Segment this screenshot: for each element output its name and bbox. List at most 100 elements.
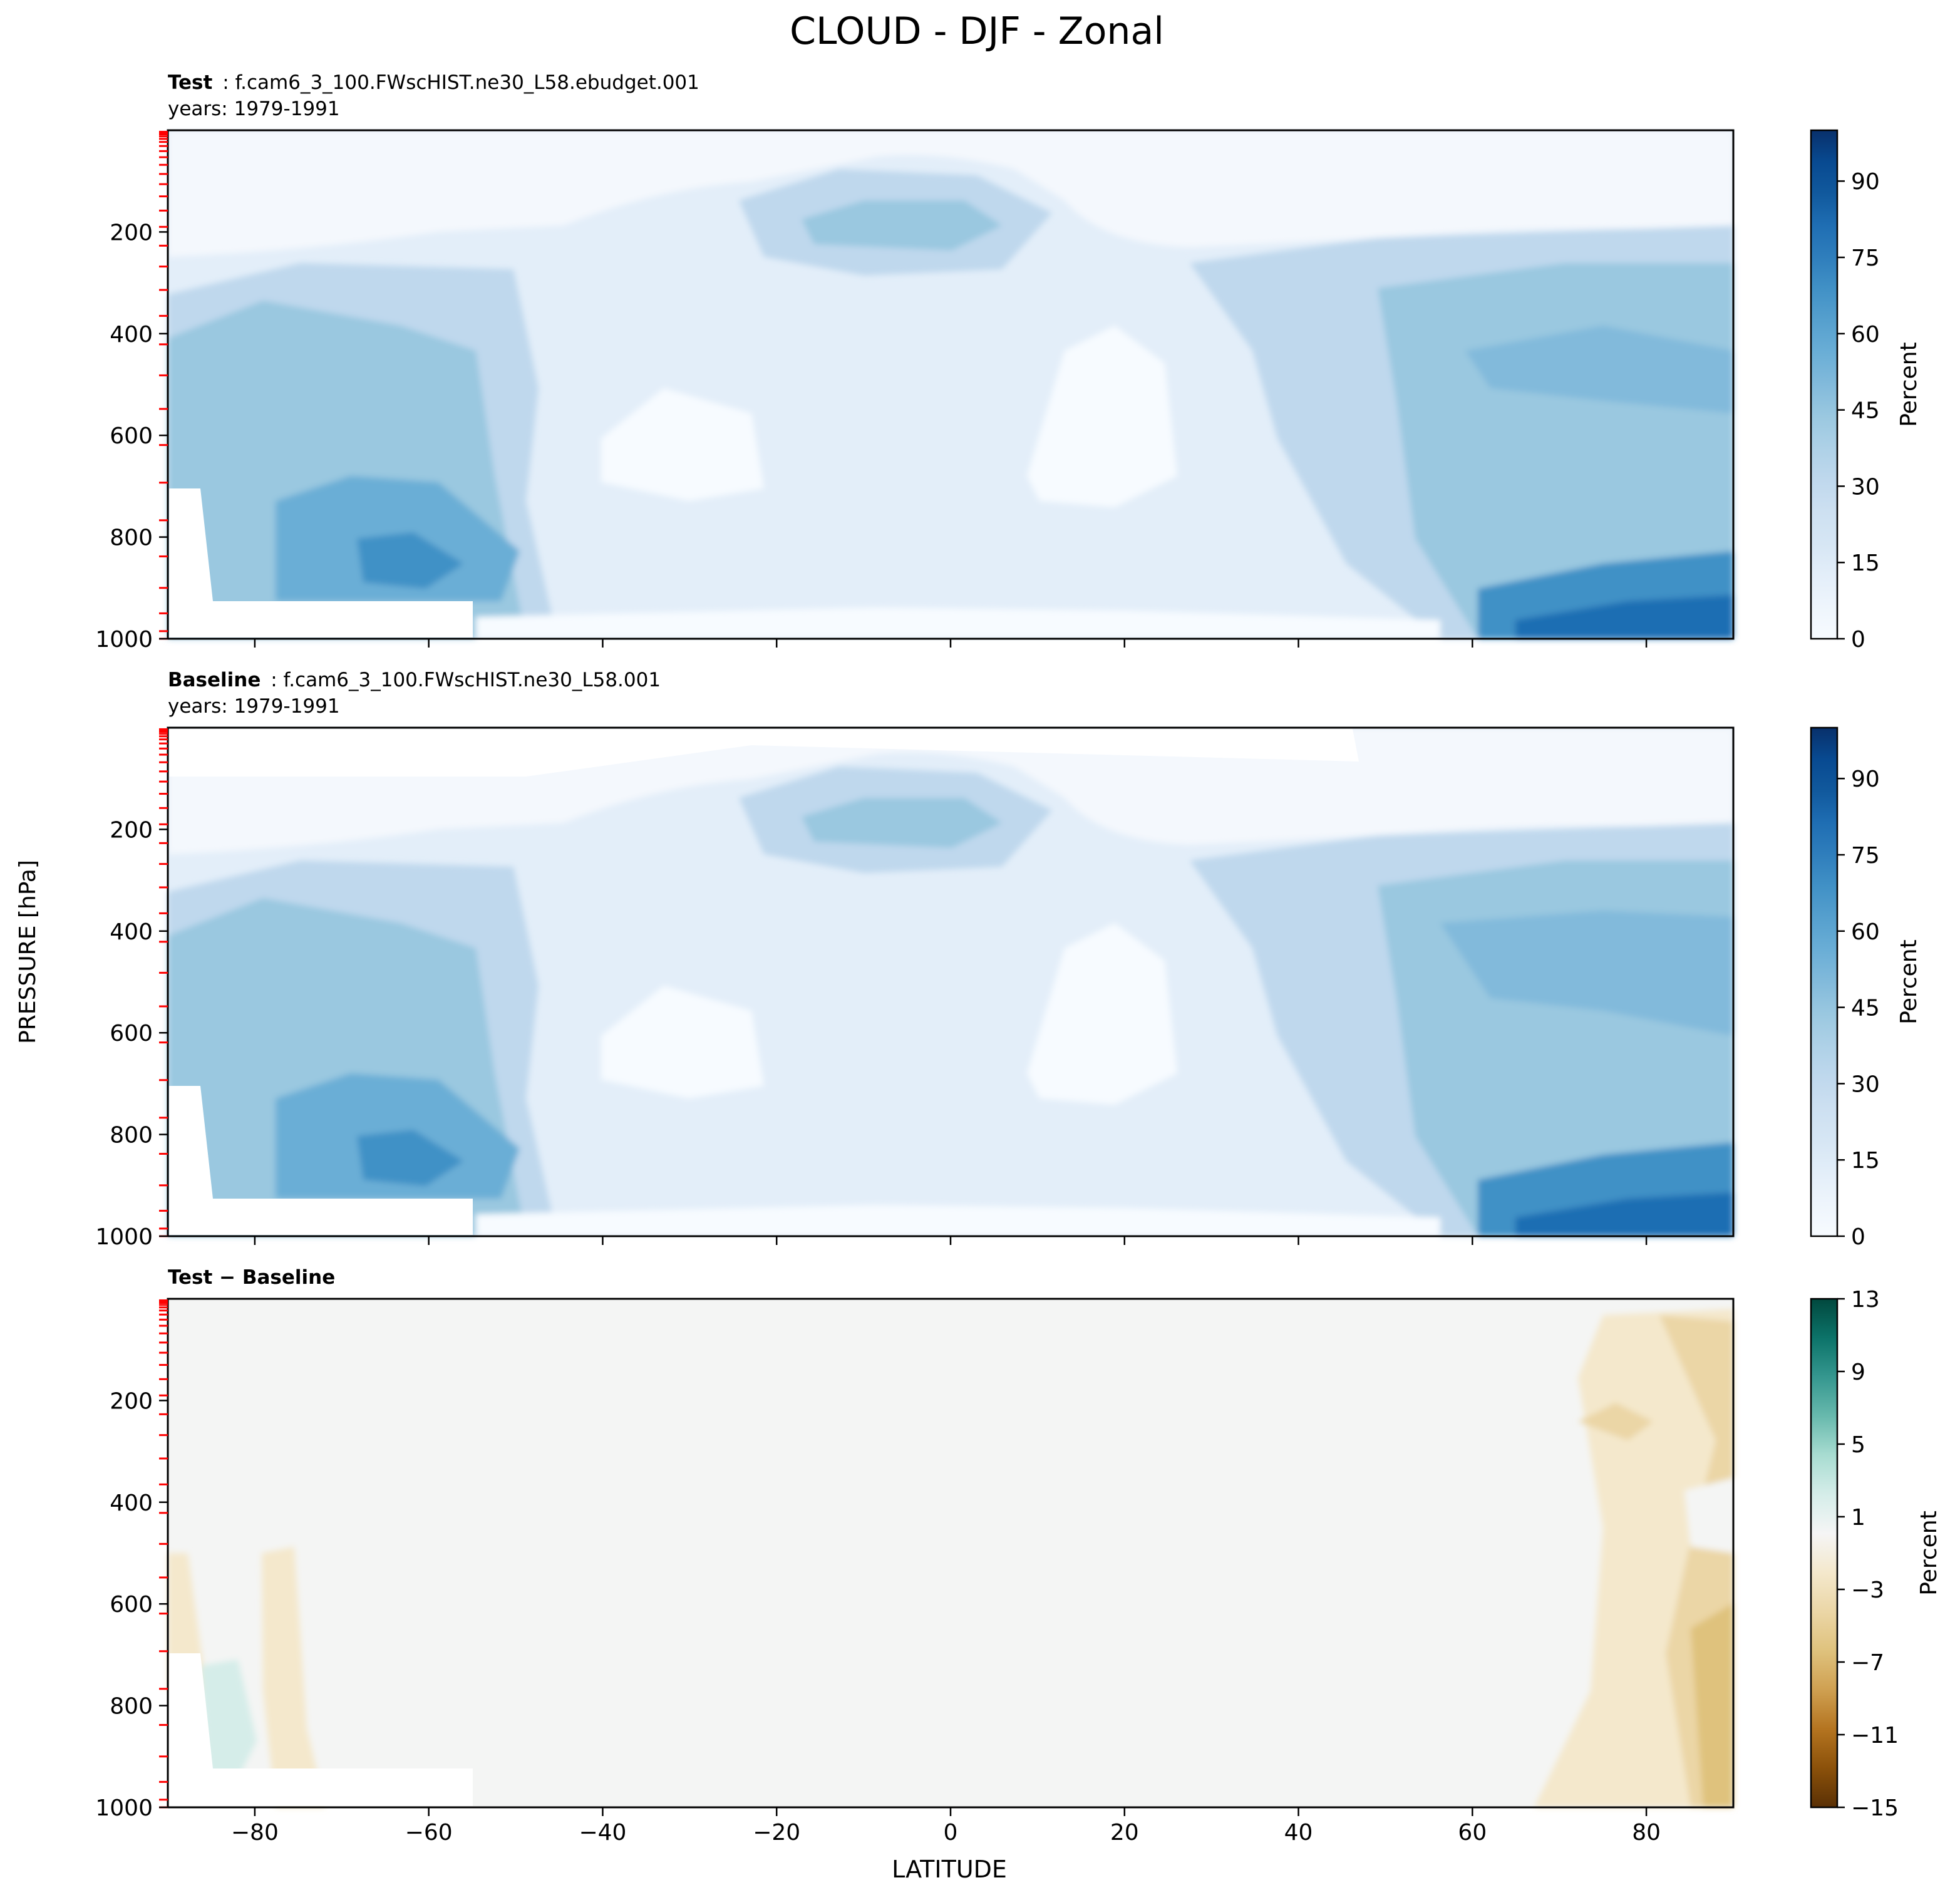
model-level-marks <box>159 728 168 1237</box>
y-tick-label: 600 <box>110 1592 153 1618</box>
contour-upper-clear <box>168 130 1733 257</box>
x-tick-label: −80 <box>231 1820 279 1846</box>
colorbar-tick-label: −15 <box>1851 1795 1899 1821</box>
y-tick-label: 200 <box>110 220 153 245</box>
contour-field <box>168 728 1733 1236</box>
x-tick-label: −20 <box>753 1820 800 1846</box>
colorbar-tick-label: 9 <box>1851 1360 1865 1385</box>
model-level-marks <box>159 130 168 640</box>
colorbar-tick-label: 45 <box>1851 996 1880 1021</box>
colorbar-tick-label: −7 <box>1851 1650 1884 1676</box>
figure-xlabel: LATITUDE <box>892 1856 1007 1883</box>
colorbar-tick-label: 60 <box>1851 919 1880 945</box>
colorbar-tick-label: 75 <box>1851 843 1880 869</box>
y-tick-label: 200 <box>110 1388 153 1414</box>
colorbar-tick-label: 5 <box>1851 1432 1865 1458</box>
contour-regions <box>168 130 1733 639</box>
x-tick-label: 60 <box>1458 1820 1487 1846</box>
colorbar-label: Percent <box>1896 939 1922 1024</box>
contour-east-deep <box>1691 1603 1733 1807</box>
contour-west-positive <box>200 1660 257 1779</box>
missing-data-mask <box>169 729 1359 777</box>
colorbar-tick-label: 0 <box>1851 1224 1865 1250</box>
x-tick-label: −40 <box>579 1820 626 1846</box>
colorbar-tick-label: 1 <box>1851 1505 1865 1531</box>
colorbar-tick-label: 13 <box>1851 1287 1880 1313</box>
contour-polar-peak <box>1515 595 1733 639</box>
x-tick-label: 0 <box>944 1820 958 1846</box>
panel-test: Test : f.cam6_3_100.FWscHIST.ne30_L58.eb… <box>95 71 1922 653</box>
missing-data-mask <box>169 488 473 638</box>
colorbar: 0 15 30 45 60 75 90 Percent <box>1810 129 1922 653</box>
x-tick-label: −60 <box>405 1820 453 1846</box>
colorbar-tick-label: 75 <box>1851 245 1880 271</box>
contour-west-peak <box>357 1130 463 1186</box>
y-tick-label: 200 <box>110 817 153 843</box>
contour-west-negative-b <box>262 1547 326 1807</box>
panel-title-bold: Baseline <box>168 669 260 691</box>
colorbar: −15 −11 −7 −3 1 5 9 13 Percent <box>1810 1287 1942 1821</box>
y-tick-label: 800 <box>110 1123 153 1149</box>
colorbar-tick-label: 0 <box>1851 627 1865 653</box>
x-tick-label: 80 <box>1632 1820 1661 1846</box>
colorbar-fill <box>1810 129 1839 640</box>
contour-regions <box>168 1309 1733 1807</box>
y-tick-label: 800 <box>110 525 153 551</box>
colorbar-tick-label: −3 <box>1851 1577 1884 1603</box>
panel-baseline: Baseline : f.cam6_3_100.FWscHIST.ne30_L5… <box>95 669 1922 1250</box>
colorbar-tick-label: 30 <box>1851 474 1880 500</box>
contour-east-core <box>1440 911 1733 1036</box>
panel-title: Baseline : f.cam6_3_100.FWscHIST.ne30_L5… <box>168 669 661 691</box>
contour-north-clear <box>1027 923 1177 1105</box>
contour-surface-band <box>476 1205 1440 1236</box>
panel-difference: Test − Baseline −80 −60 −40 −20 0 20 40 60 80 200… <box>95 1266 1942 1846</box>
model-level-marks <box>159 1299 168 1809</box>
colorbar-tick-label: −11 <box>1851 1723 1899 1748</box>
panel-subtitle: years: 1979-1991 <box>168 695 340 718</box>
figure-title: CLOUD - DJF - Zonal <box>790 9 1164 53</box>
contour-upper-patch <box>1578 1403 1653 1440</box>
colorbar-tick-label: 90 <box>1851 169 1880 195</box>
contour-surface-band <box>476 607 1440 639</box>
y-tick-label: 600 <box>110 423 153 449</box>
axis-ticks: 200 400 600 800 1000 <box>95 817 1648 1250</box>
contour-north-clear <box>1027 326 1177 507</box>
contour-field <box>168 1299 1733 1807</box>
colorbar: 0 15 30 45 60 75 90 Percent <box>1810 726 1922 1250</box>
colorbar-tick-label: 15 <box>1851 1148 1880 1174</box>
panel-title-rest: : f.cam6_3_100.FWscHIST.ne30_L58.001 <box>271 669 661 691</box>
contour-field <box>168 130 1733 639</box>
colorbar-tick-label: 60 <box>1851 322 1880 348</box>
panel-title: Test : f.cam6_3_100.FWscHIST.ne30_L58.eb… <box>168 71 699 94</box>
y-tick-label: 400 <box>110 919 153 945</box>
x-tick-label: 40 <box>1284 1820 1313 1846</box>
panel-title: Test − Baseline <box>168 1266 335 1289</box>
y-tick-label: 600 <box>110 1021 153 1046</box>
missing-data-mask <box>169 1086 473 1235</box>
y-tick-label: 1000 <box>95 627 153 653</box>
contour-west-peak <box>357 532 463 589</box>
colorbar-tick-label: 30 <box>1851 1071 1880 1097</box>
x-tick-label: 20 <box>1110 1820 1139 1846</box>
axis-ticks: −80 −60 −40 −20 0 20 40 60 80 200 400 600 800 1000 <box>95 1388 1661 1846</box>
colorbar-fill <box>1810 726 1839 1237</box>
panel-title-bold: Test − Baseline <box>168 1266 335 1289</box>
y-tick-label: 1000 <box>95 1795 153 1821</box>
contour-south-clear <box>601 986 764 1098</box>
panel-subtitle: years: 1979-1991 <box>168 98 340 120</box>
panel-title-rest: : f.cam6_3_100.FWscHIST.ne30_L58.ebudget… <box>222 71 699 94</box>
colorbar-tick-label: 15 <box>1851 550 1880 576</box>
colorbar-label: Percent <box>1916 1510 1942 1595</box>
contour-tropical-core <box>802 798 1002 848</box>
colorbar-fill <box>1810 1298 1839 1809</box>
contour-background <box>168 1299 1733 1807</box>
y-tick-label: 1000 <box>95 1224 153 1250</box>
missing-data-mask <box>169 1653 473 1806</box>
contour-polar-peak <box>1515 1192 1733 1236</box>
contour-south-clear <box>601 388 764 501</box>
contour-tropical-core <box>802 200 1002 250</box>
contour-upper-clear <box>1684 1478 1733 1553</box>
contour-east-core <box>1465 326 1733 413</box>
colorbar-tick-label: 90 <box>1851 767 1880 792</box>
